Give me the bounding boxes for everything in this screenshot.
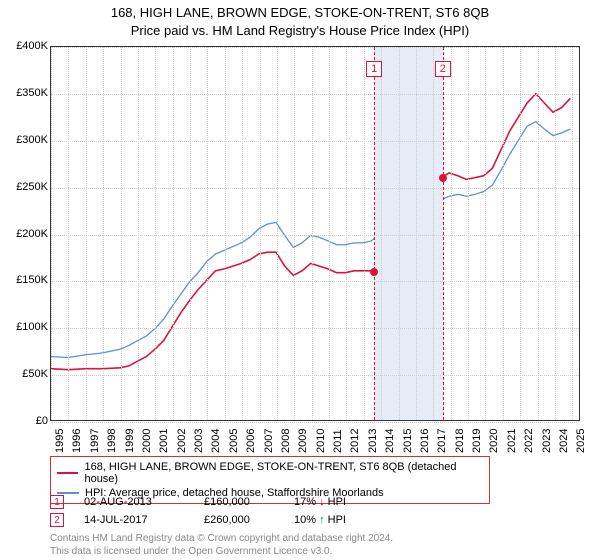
sale-point — [439, 174, 447, 182]
gridline-v — [503, 47, 504, 420]
legend-label: 168, HIGH LANE, BROWN EDGE, STOKE-ON-TRE… — [84, 461, 483, 485]
gridline-v — [242, 47, 243, 420]
sale-date: 14-JUL-2017 — [84, 514, 184, 526]
gridline-v — [51, 47, 52, 420]
gridline-v — [294, 47, 295, 420]
sale-diff-pct: 10% — [294, 514, 319, 526]
gridline-v — [538, 47, 539, 420]
sale-diff: 17% ↓ HPI — [294, 496, 394, 508]
title-line-2: Price paid vs. HM Land Registry's House … — [0, 22, 600, 40]
gridline-h — [51, 328, 579, 329]
gridline-h — [51, 422, 579, 423]
gridline-v — [364, 47, 365, 420]
gridline-h — [51, 141, 579, 142]
gridline-h — [51, 235, 579, 236]
gridline-v — [555, 47, 556, 420]
gridline-h — [51, 188, 579, 189]
y-axis-label: £200K — [0, 228, 48, 240]
gridline-v — [190, 47, 191, 420]
gridline-v — [381, 47, 382, 420]
y-axis-label: £400K — [0, 40, 48, 52]
sales-table: 1 02-AUG-2013 £160,000 17% ↓ HPI 2 14-JUL-201… — [50, 493, 394, 529]
gridline-v — [399, 47, 400, 420]
sale-diff: 10% ↑ HPI — [294, 514, 394, 526]
sale-diff-pct: 17% — [294, 496, 319, 508]
gridline-v — [485, 47, 486, 420]
gridline-v — [207, 47, 208, 420]
sale-price: £160,000 — [204, 496, 274, 508]
y-axis-label: £300K — [0, 134, 48, 146]
gridline-v — [121, 47, 122, 420]
title-block: 168, HIGH LANE, BROWN EDGE, STOKE-ON-TRE… — [0, 0, 600, 40]
gridline-v — [260, 47, 261, 420]
gridline-v — [520, 47, 521, 420]
gridline-v — [451, 47, 452, 420]
sale-badge: 2 — [50, 513, 64, 527]
sale-badge: 1 — [50, 495, 64, 509]
chart-plot-area: 12 — [50, 46, 580, 421]
y-axis-label: £100K — [0, 321, 48, 333]
title-line-1: 168, HIGH LANE, BROWN EDGE, STOKE-ON-TRE… — [0, 4, 600, 22]
gridline-h — [51, 281, 579, 282]
sale-marker-line — [374, 47, 375, 420]
sale-point — [370, 268, 378, 276]
gridline-v — [86, 47, 87, 420]
y-axis-label: £0 — [0, 415, 48, 427]
gridline-h — [51, 47, 579, 48]
sale-marker-badge: 2 — [435, 61, 451, 77]
gridline-v — [329, 47, 330, 420]
gridline-h — [51, 375, 579, 376]
footnote-line-2: This data is licensed under the Open Gov… — [50, 545, 393, 558]
sale-date: 02-AUG-2013 — [84, 496, 184, 508]
sale-diff-suffix: HPI — [325, 514, 346, 526]
y-axis-label: £250K — [0, 181, 48, 193]
gridline-v — [173, 47, 174, 420]
y-axis-label: £50K — [0, 368, 48, 380]
gridline-v — [155, 47, 156, 420]
gridline-v — [277, 47, 278, 420]
gridline-h — [51, 94, 579, 95]
gridline-v — [138, 47, 139, 420]
legend-swatch — [57, 472, 78, 474]
gridline-v — [346, 47, 347, 420]
gridline-v — [103, 47, 104, 420]
gridline-v — [68, 47, 69, 420]
y-axis-label: £150K — [0, 274, 48, 286]
sale-row: 2 14-JUL-2017 £260,000 10% ↑ HPI — [50, 511, 394, 529]
footnote-line-1: Contains HM Land Registry data © Crown c… — [50, 532, 393, 545]
gridline-v — [468, 47, 469, 420]
gridline-v — [416, 47, 417, 420]
y-axis-label: £350K — [0, 87, 48, 99]
gridline-v — [312, 47, 313, 420]
chart-svg — [51, 47, 579, 420]
gridline-v — [572, 47, 573, 420]
gridline-v — [225, 47, 226, 420]
sale-marker-line — [443, 47, 444, 420]
sale-row: 1 02-AUG-2013 £160,000 17% ↓ HPI — [50, 493, 394, 511]
sale-marker-badge: 1 — [366, 61, 382, 77]
x-axis-label: 2025 — [575, 429, 600, 453]
footnote: Contains HM Land Registry data © Crown c… — [50, 532, 393, 558]
legend-row: 168, HIGH LANE, BROWN EDGE, STOKE-ON-TRE… — [57, 460, 483, 486]
sale-price: £260,000 — [204, 514, 274, 526]
sale-diff-suffix: HPI — [325, 496, 346, 508]
chart-container: 168, HIGH LANE, BROWN EDGE, STOKE-ON-TRE… — [0, 0, 600, 560]
gridline-v — [433, 47, 434, 420]
